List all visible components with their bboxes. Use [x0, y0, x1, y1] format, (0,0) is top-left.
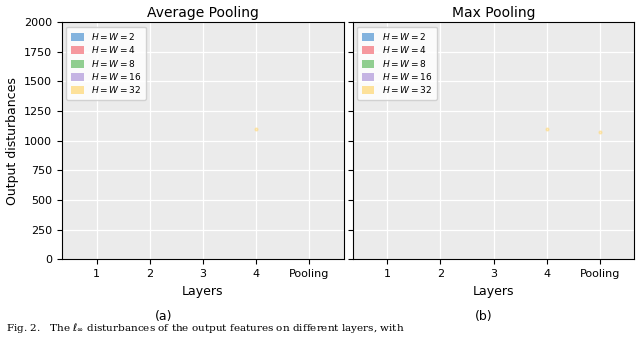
X-axis label: Layers: Layers: [473, 285, 515, 298]
Text: (b): (b): [474, 310, 492, 323]
Legend: $H = W = 2$, $H = W = 4$, $H = W = 8$, $H = W = 16$, $H = W = 32$: $H = W = 2$, $H = W = 4$, $H = W = 8$, $…: [67, 27, 146, 100]
Text: (a): (a): [154, 310, 172, 323]
Y-axis label: Output disturbances: Output disturbances: [6, 77, 19, 205]
X-axis label: Layers: Layers: [182, 285, 223, 298]
Text: Fig. 2.   The $\ell_\infty$ disturbances of the output features on different lay: Fig. 2. The $\ell_\infty$ disturbances o…: [6, 321, 405, 335]
Title: Average Pooling: Average Pooling: [147, 5, 259, 20]
Title: Max Pooling: Max Pooling: [452, 5, 535, 20]
Legend: $H = W = 2$, $H = W = 4$, $H = W = 8$, $H = W = 16$, $H = W = 32$: $H = W = 2$, $H = W = 4$, $H = W = 8$, $…: [357, 27, 436, 100]
